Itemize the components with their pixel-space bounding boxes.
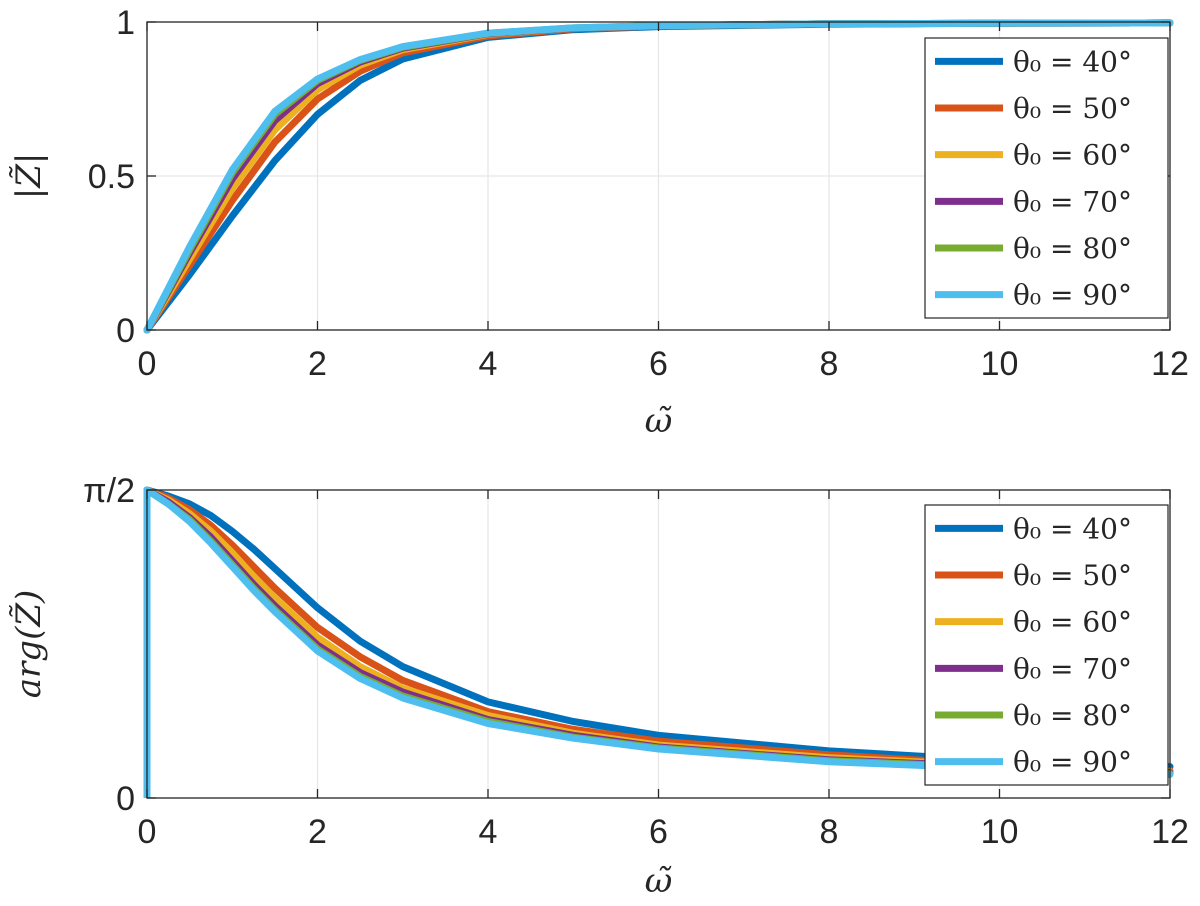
legend-box <box>924 37 1169 319</box>
legend-label: θ₀ = 50° <box>1013 559 1132 592</box>
x-axis-label: ω̃ <box>645 861 673 901</box>
x-tick-label: 0 <box>138 813 157 851</box>
legend-label: θ₀ = 40° <box>1013 45 1132 78</box>
legend-label: θ₀ = 60° <box>1013 139 1132 172</box>
x-tick-label: 2 <box>308 813 327 851</box>
y-tick-label: 0.5 <box>88 158 135 196</box>
series-line <box>143 486 1174 771</box>
legend: θ₀ = 40° θ₀ = 50° θ₀ = 60° θ₀ = 70° θ₀ = 80°… <box>924 504 1169 786</box>
x-tick-label: 8 <box>820 345 839 383</box>
x-tick-label: 12 <box>1151 813 1189 851</box>
legend-label: θ₀ = 60° <box>1013 606 1132 639</box>
x-tick-label: 6 <box>649 813 668 851</box>
legend-box <box>924 504 1169 786</box>
series-line <box>143 486 1174 778</box>
legend-label: θ₀ = 80° <box>1013 232 1132 265</box>
y-axis-label: |Z̃| <box>9 153 49 200</box>
y-axis-label: arg(Z̃) <box>9 590 49 698</box>
legend-label: θ₀ = 40° <box>1013 512 1132 545</box>
x-tick-label: 8 <box>820 813 839 851</box>
x-tick-label: 10 <box>981 813 1019 851</box>
x-tick-label: 2 <box>308 345 327 383</box>
legend-label: θ₀ = 50° <box>1013 92 1132 125</box>
x-tick-label: 0 <box>138 345 157 383</box>
x-tick-label: 6 <box>649 345 668 383</box>
y-tick-label: 0 <box>116 312 135 350</box>
x-tick-label: 12 <box>1151 345 1189 383</box>
x-axis-label: ω̃ <box>645 401 673 441</box>
x-tick-label: 10 <box>981 345 1019 383</box>
y-tick-label: π/2 <box>83 472 135 510</box>
legend-label: θ₀ = 80° <box>1013 699 1132 732</box>
y-tick-label: 0 <box>116 780 135 818</box>
legend-label: θ₀ = 90° <box>1013 279 1132 312</box>
x-tick-label: 4 <box>479 813 498 851</box>
legend-label: θ₀ = 70° <box>1013 652 1132 685</box>
legend-label: θ₀ = 90° <box>1013 746 1132 779</box>
legend-label: θ₀ = 70° <box>1013 185 1132 218</box>
y-tick-label: 1 <box>116 4 135 42</box>
series-group <box>143 486 1174 798</box>
x-tick-label: 4 <box>479 345 498 383</box>
legend: θ₀ = 40° θ₀ = 50° θ₀ = 60° θ₀ = 70° θ₀ = 80°… <box>924 37 1169 319</box>
